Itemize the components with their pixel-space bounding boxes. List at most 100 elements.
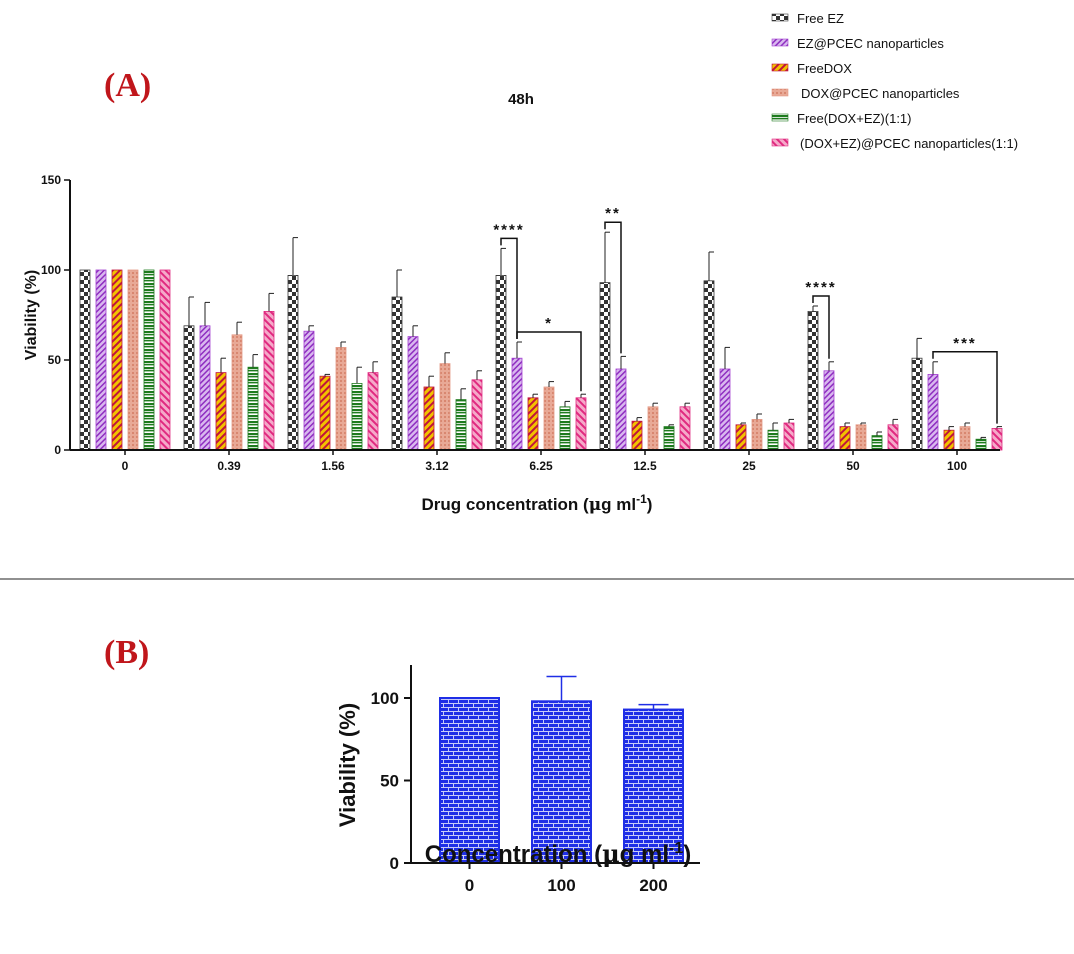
chart-a-xtick-label: 12.5 bbox=[633, 459, 657, 473]
chart-a-bar bbox=[199, 325, 211, 451]
chart-a-ytick-label: 0 bbox=[54, 443, 61, 457]
chart-a-bar bbox=[527, 397, 539, 451]
chart-a-bar bbox=[215, 372, 227, 451]
chart-a-bar bbox=[367, 372, 379, 451]
chart-a-bar bbox=[575, 397, 587, 451]
chart-b-ytick-label: 100 bbox=[371, 689, 399, 708]
chart-a-bar bbox=[143, 269, 155, 451]
chart-a-bar bbox=[807, 310, 819, 451]
chart-a-legend-label: (DOX+EZ)@PCEC nanoparticles(1:1) bbox=[800, 136, 1018, 151]
chart-a-legend-swatch bbox=[771, 38, 789, 47]
chart-b-axes: 0 100 200 0 50 100 bbox=[371, 665, 700, 895]
chart-a-legend-swatch bbox=[771, 63, 789, 72]
chart-a-xtick-label: 1.56 bbox=[321, 459, 345, 473]
chart-a-bar bbox=[559, 406, 571, 451]
chart-a-ytick-label: 50 bbox=[48, 353, 62, 367]
chart-a-bar bbox=[943, 429, 955, 451]
chart-a-sig-label: * bbox=[545, 315, 553, 332]
chart-b-bars bbox=[439, 697, 684, 864]
chart-a-sig-label: *** bbox=[953, 335, 977, 352]
chart-b-xlabel: Concentration (μg ml-1) bbox=[425, 839, 691, 868]
chart-a-bar bbox=[303, 330, 315, 451]
chart-a-xtick-label: 6.25 bbox=[529, 459, 553, 473]
chart-b-xlabel-main: Concentration ( bbox=[425, 841, 602, 868]
chart-a-bar bbox=[495, 274, 507, 451]
chart-a-sig-bracket bbox=[812, 295, 830, 359]
chart-a-legend-swatch bbox=[771, 138, 789, 147]
chart-a-bar bbox=[719, 368, 731, 451]
chart-a-bar bbox=[991, 427, 1003, 451]
chart-a-bar bbox=[95, 269, 107, 451]
chart-b-xlabel-sup: -1 bbox=[669, 840, 683, 857]
chart-a-xtick-label: 3.12 bbox=[425, 459, 449, 473]
chart-a-bar bbox=[263, 310, 275, 451]
chart-a-bar bbox=[631, 420, 643, 451]
chart-a-bar bbox=[679, 406, 691, 451]
chart-b-xtick-label: 0 bbox=[465, 876, 474, 895]
chart-a-bar bbox=[959, 426, 971, 451]
chart-a-bar bbox=[423, 386, 435, 451]
chart-a-bar bbox=[703, 280, 715, 451]
chart-b-error-bars bbox=[546, 675, 669, 710]
chart-a-bar bbox=[335, 346, 347, 451]
chart-a-bar bbox=[615, 368, 627, 451]
chart-a-bar bbox=[871, 435, 883, 451]
chart-a-legend: Free EZ EZ@PCEC nanoparticles FreeDOX DOX@P… bbox=[771, 11, 1018, 151]
chart-a-sig-bracket bbox=[932, 351, 998, 424]
chart-a-xlabel-unit: g ml bbox=[601, 495, 636, 514]
chart-a-xlabel-main: Drug concentration ( bbox=[422, 495, 590, 514]
chart-b-xlabel-unit: g ml bbox=[620, 841, 669, 868]
chart-a-bar bbox=[663, 426, 675, 451]
chart-a-bar bbox=[599, 282, 611, 451]
chart-a-bar bbox=[823, 370, 835, 451]
chart-a-bar bbox=[839, 426, 851, 451]
chart-a-sig-bracket bbox=[604, 221, 622, 354]
chart-a-bar bbox=[287, 274, 299, 451]
chart-a-sig-label: **** bbox=[493, 221, 524, 238]
chart-a-bar bbox=[735, 424, 747, 451]
chart-a-bar bbox=[351, 382, 363, 451]
chart-b-xlabel-close: ) bbox=[683, 841, 691, 868]
chart-a-bar bbox=[751, 418, 763, 451]
chart-a-ytick-label: 100 bbox=[41, 263, 61, 277]
chart-a-bar bbox=[231, 334, 243, 451]
chart-a-error-bars bbox=[188, 231, 1002, 440]
chart-b-xlabel-mu: μ bbox=[602, 839, 620, 868]
chart-a-xlabel-mu: μ bbox=[589, 495, 601, 515]
chart-a-bar bbox=[911, 357, 923, 451]
chart-a-xtick-label: 0.39 bbox=[217, 459, 241, 473]
chart-b-ylabel: Viability (%) bbox=[335, 703, 360, 827]
chart-a-bar bbox=[887, 424, 899, 451]
chart-b-bar bbox=[623, 708, 684, 864]
chart-a-bar bbox=[127, 269, 139, 451]
chart-a-bars bbox=[79, 269, 1003, 451]
chart-a-sig-bracket bbox=[500, 237, 518, 339]
chart-a-xtick-label: 0 bbox=[122, 459, 129, 473]
chart-a-legend-swatch bbox=[771, 113, 789, 122]
chart-a-bar bbox=[111, 269, 123, 451]
chart-a-bar bbox=[407, 336, 419, 451]
chart-a-axes: 0 0.39 1.56 3.12 6.25 12.5 25 50 100 0 50 100 150 bbox=[41, 173, 1000, 473]
chart-a-bar bbox=[543, 386, 555, 451]
chart-a-xtick-label: 25 bbox=[742, 459, 756, 473]
chart-a-bar bbox=[975, 438, 987, 451]
chart-a-legend-label: Free(DOX+EZ)(1:1) bbox=[797, 111, 912, 126]
chart-a-bar bbox=[319, 375, 331, 451]
chart-a-legend-label: FreeDOX bbox=[797, 61, 852, 76]
chart-a-xtick-label: 100 bbox=[947, 459, 967, 473]
chart-a-sig-bracket bbox=[516, 331, 582, 392]
chart-a-legend-swatch bbox=[771, 13, 789, 22]
chart-a-legend-label: Free EZ bbox=[797, 11, 844, 26]
chart-a-xlabel-close: ) bbox=[647, 495, 653, 514]
chart-a-bar bbox=[247, 366, 259, 451]
panel-b-label: (B) bbox=[104, 634, 149, 671]
chart-b-ytick-label: 50 bbox=[380, 772, 399, 791]
chart-a-xlabel: Drug concentration (μg ml-1) bbox=[422, 492, 653, 515]
chart-a-significance: ************** bbox=[493, 205, 998, 424]
chart-a-ytick-label: 150 bbox=[41, 173, 61, 187]
chart-a-bar bbox=[79, 269, 91, 451]
chart-a-bar bbox=[767, 429, 779, 451]
panel-a-label: (A) bbox=[104, 67, 151, 104]
chart-a-bar bbox=[855, 424, 867, 451]
